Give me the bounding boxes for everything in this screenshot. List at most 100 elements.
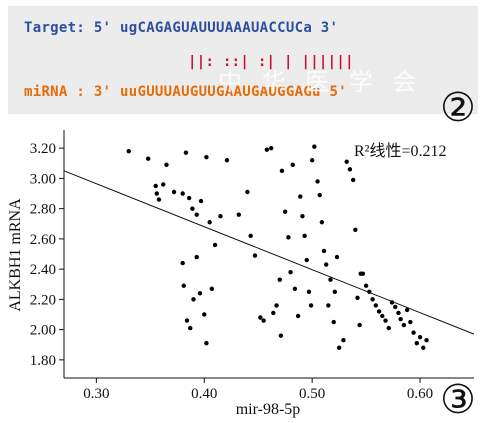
base-pairing-line: ||: ::| :| | |||||| (188, 54, 354, 70)
watermark-text: 中 华 医 学 会 (218, 68, 423, 96)
scatter-point (336, 345, 342, 350)
y-tick-label: 2.80 (30, 202, 56, 218)
scatter-point (271, 310, 276, 316)
scatter-point (421, 345, 426, 350)
scatter-point (258, 315, 263, 320)
r2-annotation: R²线性=0.212 (354, 142, 447, 160)
scatter-point (295, 313, 301, 319)
scatter-point (298, 194, 303, 199)
scatter-point (184, 318, 190, 323)
scatter-point (264, 147, 270, 152)
scatter-point (350, 177, 356, 183)
scatter-point (302, 233, 307, 239)
scatter-point (376, 309, 382, 314)
scatter-point (245, 189, 250, 195)
panel-label-2: ② (440, 85, 476, 131)
scatter-point (194, 254, 199, 260)
scatter-point (383, 318, 388, 323)
scatter-point (408, 319, 413, 325)
scatter-point (183, 150, 189, 155)
scatter-point (334, 254, 340, 260)
scatter-point (188, 325, 193, 331)
scatter-point (363, 283, 369, 288)
scatter-point (360, 271, 366, 276)
x-tick-label: 0.60 (407, 386, 433, 402)
scatter-point (404, 307, 410, 313)
scatter-point (153, 183, 158, 189)
scatter-point (180, 191, 185, 196)
scatter-point (292, 286, 298, 291)
y-tick-label: 3.20 (30, 141, 56, 157)
y-tick-label: 3.00 (30, 171, 56, 187)
scatter-point (331, 319, 336, 325)
scatter-point (224, 158, 230, 163)
scatter-point (156, 197, 162, 202)
y-tick-label: 2.40 (30, 262, 56, 278)
target-sequence-line: Target: 5' ugCAGAGUAUUUAAAUACCUCa 3' (24, 20, 339, 36)
scatter-point (252, 253, 258, 258)
scatter-point (198, 198, 204, 204)
scatter-point (347, 167, 353, 172)
scatter-point (308, 303, 314, 308)
scatter-point (380, 313, 385, 319)
scatter-point (312, 144, 317, 149)
scatter-point (190, 206, 195, 211)
scatter-point (261, 318, 266, 323)
scatter-point (341, 337, 346, 343)
scatter-point (277, 277, 282, 282)
mirna-sequence-line: miRNA : 3' uuGUUUAUGUUGAAUGAUGGAGu 5' (24, 84, 347, 100)
scatter-point (304, 257, 309, 263)
scatter-point (393, 304, 398, 310)
chart-marks (63, 144, 475, 350)
sequence-alignment-panel (8, 6, 478, 114)
x-axis-title: mir-98-5p (236, 401, 301, 418)
scatter-point (202, 312, 207, 317)
scatter-point (274, 303, 279, 308)
scatter-point (309, 158, 315, 163)
scatter-point (317, 192, 322, 198)
scatter-point (204, 341, 209, 346)
scatter-point (370, 297, 375, 302)
scatter-point (355, 295, 360, 301)
scatter-point (389, 300, 395, 305)
scatter-point (145, 156, 151, 161)
scatter-point (288, 269, 293, 275)
scatter-point (424, 337, 429, 343)
scatter-point (279, 168, 285, 174)
scatter-point (290, 162, 295, 167)
scatter-point (268, 145, 274, 151)
scatter-point (401, 322, 407, 328)
scatter-point (373, 303, 379, 308)
y-tick-label: 1.80 (30, 353, 56, 369)
x-tick-label: 0.40 (191, 386, 217, 402)
scatter-point (218, 213, 223, 219)
scatter-point (126, 148, 131, 154)
scatter-point (306, 289, 312, 295)
scatter-point (278, 333, 284, 338)
scatter-point (323, 262, 329, 267)
scatter-point (191, 297, 196, 302)
scatter-point (164, 162, 169, 167)
scatter-point (282, 209, 288, 214)
scatter-point (171, 189, 177, 195)
scatter-point (396, 310, 401, 316)
scatter-point (319, 220, 325, 225)
scatter-point (209, 286, 215, 291)
scatter-point (386, 325, 391, 331)
y-tick-label: 2.20 (30, 292, 56, 308)
scatter-point (186, 195, 192, 201)
y-tick-label: 2.60 (30, 232, 56, 248)
scatter-point (204, 155, 209, 160)
scatter-point (357, 322, 362, 328)
scatter-point (328, 277, 333, 282)
scatter-point (321, 248, 327, 254)
y-tick-label: 2.00 (30, 323, 56, 339)
scatter-point (398, 316, 403, 322)
panel-label-3: ③ (440, 377, 476, 423)
scatter-point (344, 159, 349, 164)
scatter-point (367, 289, 372, 295)
scatter-point (326, 303, 331, 308)
y-axis-title: ALKBH1 mRNA (7, 198, 24, 312)
scatter-point (332, 289, 338, 295)
